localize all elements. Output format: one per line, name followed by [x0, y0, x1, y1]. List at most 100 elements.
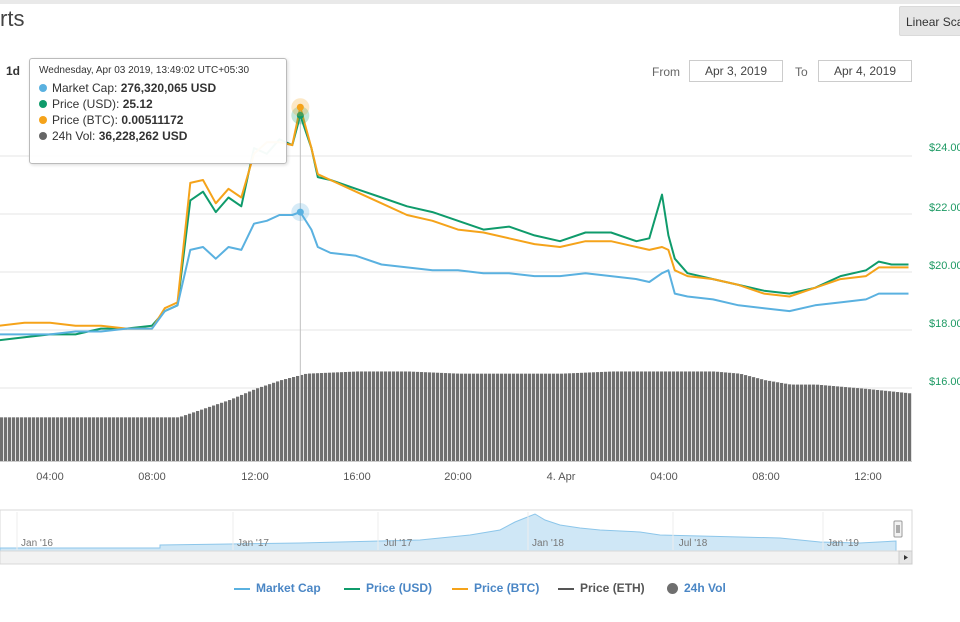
volume-bar: [44, 417, 48, 461]
volume-bar: [584, 372, 588, 461]
volume-bar: [116, 417, 120, 461]
x-tick-label-8: 12:00: [854, 471, 882, 483]
volume-bar: [20, 417, 24, 461]
tooltip-row-price-btc: Price (BTC): 0.00511172: [39, 112, 277, 128]
volume-bar: [716, 371, 720, 461]
volume-bar: [236, 396, 240, 461]
volume-bar: [56, 417, 60, 461]
price-btc-line-icon: [452, 587, 468, 590]
volume-bar: [764, 380, 768, 461]
volume-bar: [680, 371, 684, 461]
volume-bar: [832, 386, 836, 461]
volume-bar: [884, 390, 888, 461]
legend-item-price-usd[interactable]: Price (USD): [344, 579, 432, 597]
volume-bar: [820, 385, 824, 461]
volume-bar: [520, 373, 524, 461]
volume-bar: [276, 381, 280, 461]
volume-bar: [324, 372, 328, 461]
volume-bar: [736, 373, 740, 461]
volume-bar: [224, 401, 228, 461]
volume-bar: [160, 417, 164, 461]
x-tick-label-0: 04:00: [36, 471, 64, 483]
volume-bar: [592, 372, 596, 461]
volume-bar: [596, 372, 600, 461]
volume-bar: [732, 373, 736, 461]
x-tick-label-7: 08:00: [752, 471, 780, 483]
volume-bar: [52, 417, 56, 461]
volume-bar: [516, 373, 520, 461]
volume-bar: [808, 384, 812, 461]
volume-bar: [28, 417, 32, 461]
volume-bar: [264, 385, 268, 461]
volume-bar: [368, 371, 372, 461]
legend-item-market-cap[interactable]: Market Cap: [234, 579, 321, 597]
volume-bar: [816, 384, 820, 461]
volume-bar: [300, 374, 304, 461]
hover-point-market-cap: [296, 208, 304, 216]
volume-bar: [528, 373, 532, 461]
legend-item-volume[interactable]: 24h Vol: [667, 579, 726, 597]
from-label: From: [652, 65, 680, 79]
volume-bar: [336, 372, 340, 461]
navigator-scrollbar[interactable]: [0, 550, 913, 565]
volume-circle-icon: [667, 583, 678, 595]
tooltip-row-volume: 24h Vol: 36,228,262 USD: [39, 128, 277, 144]
volume-bar: [568, 373, 572, 461]
legend-item-price-eth[interactable]: Price (ETH): [558, 579, 645, 597]
volume-bar: [472, 373, 476, 461]
from-date-input[interactable]: Apr 3, 2019: [689, 60, 783, 82]
legend-item-price-btc[interactable]: Price (BTC): [452, 579, 539, 597]
volume-bar: [384, 371, 388, 461]
volume-bar: [168, 417, 172, 461]
chart-tooltip: Wednesday, Apr 03 2019, 13:49:02 UTC+05:…: [29, 58, 287, 164]
volume-bar: [96, 417, 100, 461]
zoom-1d-button[interactable]: 1d: [6, 64, 21, 78]
volume-bar: [140, 417, 144, 461]
volume-bar: [652, 371, 656, 461]
volume-bar: [504, 373, 508, 461]
volume-bar: [508, 373, 512, 461]
volume-bar: [696, 371, 700, 461]
volume-bar: [104, 417, 108, 461]
volume-bar: [648, 371, 652, 461]
volume-bar: [108, 417, 112, 461]
volume-bar: [24, 417, 28, 461]
to-date-input[interactable]: Apr 4, 2019: [818, 60, 912, 82]
tooltip-row-market-cap: Market Cap: 276,320,065 USD: [39, 80, 277, 96]
volume-bar: [800, 384, 804, 461]
volume-bar: [752, 377, 756, 461]
volume-bar: [16, 417, 20, 461]
volume-bar: [572, 373, 576, 461]
volume-bar: [408, 371, 412, 461]
volume-bar: [120, 417, 124, 461]
hover-point-price-btc: [296, 103, 304, 111]
volume-bar: [904, 392, 908, 461]
linear-scale-button[interactable]: Linear Sca: [899, 6, 960, 36]
navigator-tick-label-1: Jan '17: [237, 538, 269, 549]
volume-bar: [692, 371, 696, 461]
volume-bar: [64, 417, 68, 461]
volume-bar: [460, 373, 464, 461]
volume-bar: [388, 371, 392, 461]
volume-bar: [836, 386, 840, 461]
volume-bar: [908, 393, 912, 461]
navigator-handle[interactable]: [893, 520, 903, 538]
volume-bar: [712, 371, 716, 461]
volume-bar: [308, 373, 312, 461]
volume-bar: [644, 371, 648, 461]
volume-bar: [188, 413, 192, 461]
volume-bar: [376, 371, 380, 461]
volume-bar: [728, 372, 732, 461]
volume-bar: [332, 372, 336, 461]
volume-bar: [400, 371, 404, 461]
volume-bar: [36, 417, 40, 461]
volume-bar: [4, 417, 8, 461]
x-tick-label-3: 16:00: [343, 471, 371, 483]
volume-bar: [868, 389, 872, 461]
navigator-tick-label-0: Jan '16: [21, 538, 53, 549]
volume-bar: [428, 372, 432, 461]
volume-bar: [656, 371, 660, 461]
volume-bar: [128, 417, 132, 461]
